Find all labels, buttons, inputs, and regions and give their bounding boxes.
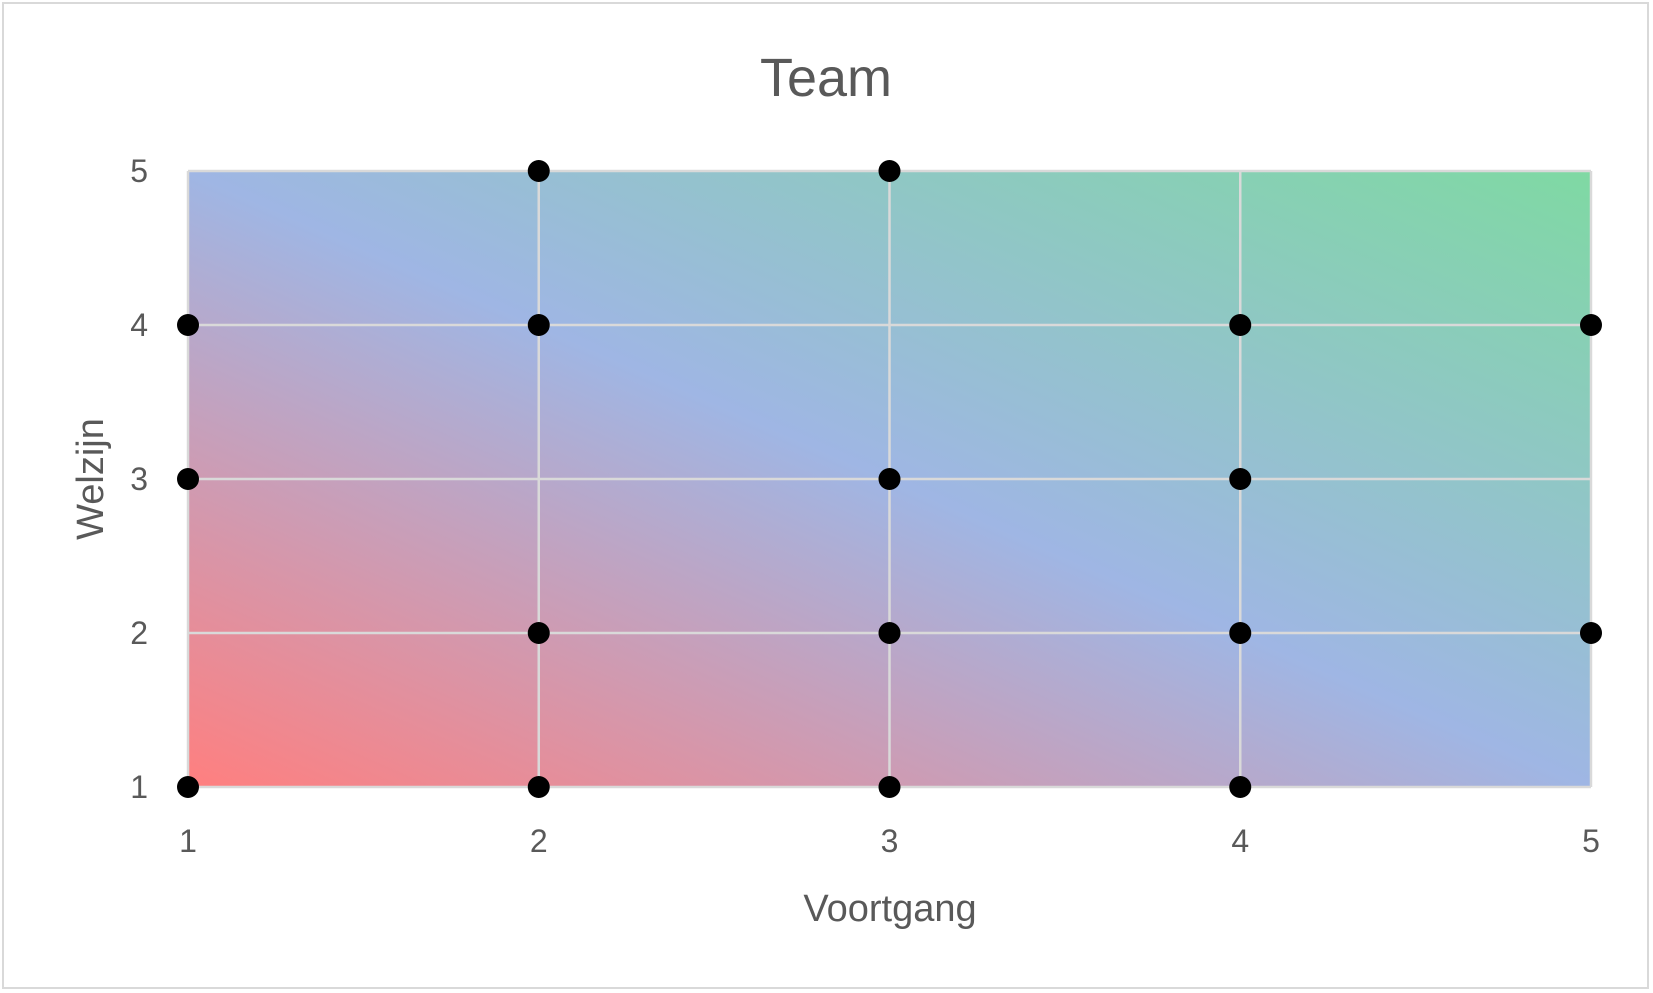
- x-tick-label: 3: [881, 823, 899, 859]
- y-tick-label: 2: [130, 615, 148, 651]
- data-point: [177, 776, 199, 798]
- x-tick-label: 1: [179, 823, 197, 859]
- data-point: [177, 314, 199, 336]
- data-point: [878, 160, 901, 182]
- chart-title: Team: [760, 48, 892, 108]
- x-tick-label: 2: [530, 823, 548, 859]
- y-tick-label: 4: [130, 307, 148, 343]
- data-point: [527, 776, 550, 798]
- data-point: [1229, 622, 1252, 644]
- y-tick-label: 1: [130, 769, 148, 805]
- y-tick-label: 5: [130, 153, 148, 189]
- x-axis-label: Voortgang: [803, 888, 976, 930]
- data-point: [527, 314, 550, 336]
- data-point: [1229, 468, 1252, 490]
- data-points: [177, 160, 1602, 798]
- data-point: [527, 160, 550, 182]
- data-point: [1229, 776, 1252, 798]
- y-axis-label: Welzijn: [70, 418, 112, 540]
- x-tick-label: 5: [1582, 823, 1600, 859]
- data-point: [1580, 314, 1602, 336]
- y-tick-label: 3: [130, 461, 148, 497]
- data-point: [878, 776, 901, 798]
- x-tick-labels: 1 2 3 4 5: [179, 823, 1600, 859]
- data-point: [177, 468, 199, 490]
- x-tick-label: 4: [1231, 823, 1249, 859]
- y-tick-labels: 1 2 3 4 5: [130, 153, 148, 805]
- data-point: [1580, 622, 1602, 644]
- data-point: [527, 622, 550, 644]
- data-point: [878, 468, 901, 490]
- data-point: [1229, 314, 1252, 336]
- data-point: [878, 622, 901, 644]
